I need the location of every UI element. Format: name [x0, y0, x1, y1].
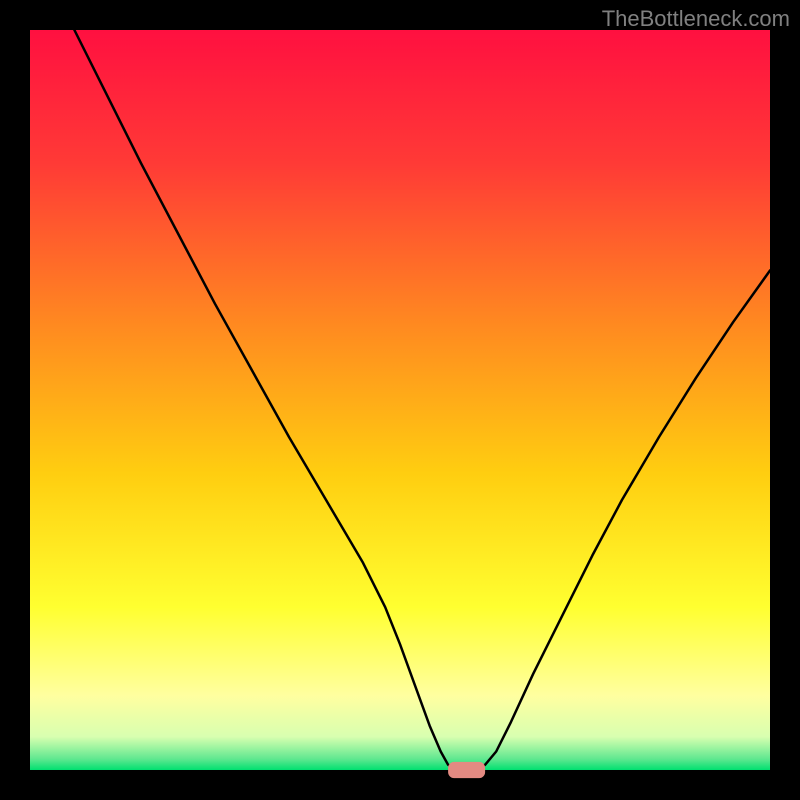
optimum-marker	[448, 762, 485, 778]
chart-container: TheBottleneck.com	[0, 0, 800, 800]
plot-background	[30, 30, 770, 770]
plot-area	[30, 30, 770, 778]
bottleneck-chart	[0, 0, 800, 800]
